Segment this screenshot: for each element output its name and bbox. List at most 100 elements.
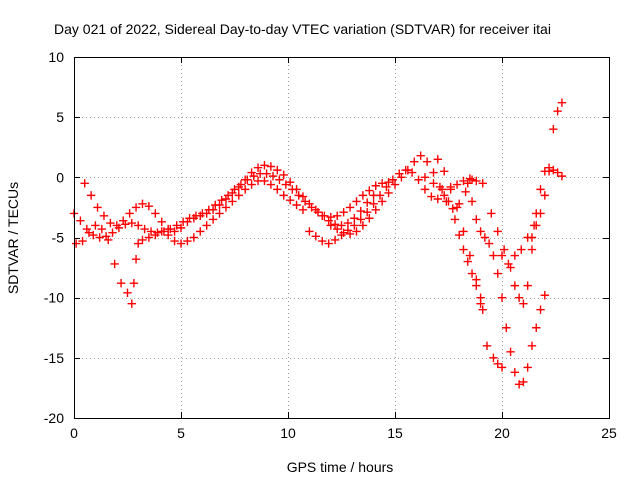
x-tick-label: 10 <box>280 425 296 441</box>
data-point <box>549 165 558 175</box>
data-point <box>350 221 359 230</box>
data-point <box>189 233 199 242</box>
data-point <box>326 221 335 230</box>
data-point <box>324 216 333 225</box>
series-track-c <box>80 161 378 236</box>
data-point <box>196 227 205 236</box>
data-point <box>134 221 143 230</box>
data-point <box>89 230 98 240</box>
data-point <box>318 211 327 221</box>
data-point <box>446 182 455 192</box>
data-point <box>275 175 284 184</box>
data-point <box>146 227 156 236</box>
data-point <box>279 191 288 200</box>
data-point <box>260 176 269 186</box>
data-point <box>450 215 460 224</box>
data-point <box>532 323 541 332</box>
data-point <box>266 162 276 171</box>
data-point <box>429 179 438 188</box>
data-point <box>324 239 333 248</box>
data-point <box>540 191 549 200</box>
data-point <box>228 197 237 206</box>
data-point <box>371 181 380 190</box>
data-point <box>215 209 224 218</box>
data-point <box>298 205 308 215</box>
data-point <box>131 203 141 212</box>
data-point <box>476 227 485 236</box>
data-point <box>125 209 134 218</box>
data-point <box>536 209 545 218</box>
data-point <box>151 230 160 240</box>
data-point <box>437 185 447 194</box>
data-point <box>497 251 507 260</box>
y-tick-label: 10 <box>48 49 64 65</box>
data-point <box>459 245 468 254</box>
data-point <box>369 199 378 209</box>
data-point <box>365 186 374 195</box>
data-point <box>482 341 492 350</box>
data-point <box>215 200 224 210</box>
data-point <box>91 221 100 230</box>
y-tick-label: -15 <box>44 350 64 366</box>
data-point <box>157 227 166 236</box>
series-track-b <box>71 176 308 308</box>
data-point <box>123 288 132 298</box>
data-point <box>433 194 442 204</box>
data-point <box>110 259 119 269</box>
data-point <box>318 236 327 246</box>
data-point <box>333 224 342 234</box>
data-point <box>514 380 524 389</box>
data-point <box>247 180 256 189</box>
data-point <box>410 157 419 166</box>
x-tick-label: 15 <box>387 425 403 441</box>
data-point <box>429 168 438 177</box>
data-point <box>241 175 250 184</box>
data-point <box>176 223 186 233</box>
data-point <box>472 176 481 186</box>
data-point <box>138 235 147 245</box>
data-point <box>129 279 139 288</box>
data-point <box>144 233 154 242</box>
data-point <box>506 347 515 357</box>
data-point <box>519 299 528 308</box>
data-point <box>131 254 141 264</box>
data-point <box>84 228 94 237</box>
data-point <box>527 341 537 350</box>
data-point <box>510 251 520 260</box>
x-tick-label: 25 <box>601 425 617 441</box>
data-point <box>382 182 391 192</box>
data-point <box>467 269 477 278</box>
data-point <box>463 179 472 188</box>
data-point <box>202 221 211 230</box>
data-point <box>476 299 485 308</box>
data-point <box>472 215 481 224</box>
data-point <box>260 161 269 170</box>
data-point <box>157 217 166 227</box>
data-point <box>478 179 487 188</box>
data-point <box>138 199 147 209</box>
data-point <box>420 173 430 182</box>
data-point <box>345 229 355 239</box>
data-point <box>104 235 113 245</box>
data-point <box>527 245 537 254</box>
data-point <box>273 165 282 175</box>
data-point <box>356 215 365 224</box>
data-point <box>183 217 192 227</box>
data-point <box>472 275 481 284</box>
data-point <box>279 170 288 180</box>
data-point <box>465 251 475 260</box>
data-point <box>384 188 393 198</box>
x-tick-label: 20 <box>494 425 510 441</box>
data-point <box>452 180 462 189</box>
data-point <box>221 194 231 204</box>
data-point <box>127 299 136 308</box>
data-point <box>305 199 314 209</box>
data-point <box>311 232 321 241</box>
data-point <box>273 185 282 194</box>
data-point <box>375 191 385 200</box>
plot-frame <box>74 57 610 419</box>
data-point <box>487 209 496 218</box>
data-point <box>358 221 368 230</box>
data-point <box>345 203 355 212</box>
